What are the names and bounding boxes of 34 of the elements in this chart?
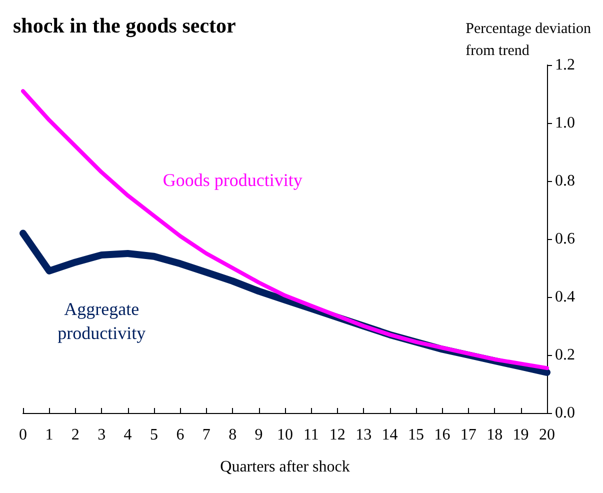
y-axis-title: Percentage deviation from trend bbox=[466, 21, 592, 59]
x-tick-label: 13 bbox=[356, 426, 372, 444]
x-tick-label: 14 bbox=[382, 426, 398, 444]
series-label: Aggregate productivity bbox=[58, 298, 146, 343]
x-tick-label: 18 bbox=[486, 426, 503, 444]
x-tick-label: 16 bbox=[434, 426, 450, 444]
y-tick-label: 0.8 bbox=[555, 172, 575, 190]
x-tick-label: 12 bbox=[329, 426, 346, 444]
x-tick-label: 1 bbox=[45, 426, 54, 444]
x-tick-label: 5 bbox=[150, 426, 158, 444]
x-tick-label: 8 bbox=[228, 426, 237, 444]
x-tick-label: 10 bbox=[277, 426, 293, 444]
x-tick-label: 2 bbox=[71, 426, 80, 444]
series-label: Goods productivity bbox=[162, 170, 302, 190]
x-tick-label: 9 bbox=[254, 426, 263, 444]
y-tick-label: 0.0 bbox=[555, 404, 575, 422]
x-tick-label: 4 bbox=[124, 426, 132, 444]
x-tick-label: 19 bbox=[512, 426, 529, 444]
x-tick-label: 6 bbox=[176, 426, 184, 444]
y-tick-label: 1.0 bbox=[555, 114, 575, 132]
chart-title: shock in the goods sector bbox=[13, 14, 236, 38]
x-tick-label: 0 bbox=[19, 426, 27, 444]
x-tick-label: 15 bbox=[408, 426, 424, 444]
x-tick-label: 20 bbox=[539, 426, 555, 444]
x-tick-label: 11 bbox=[303, 426, 319, 444]
x-tick-label: 3 bbox=[98, 426, 106, 444]
x-axis-title: Quarters after shock bbox=[220, 458, 350, 476]
y-tick-label: 0.4 bbox=[555, 288, 575, 306]
y-tick-label: 0.6 bbox=[555, 230, 575, 248]
x-tick-label: 17 bbox=[460, 426, 476, 444]
y-tick-label: 0.2 bbox=[555, 346, 575, 364]
x-tick-label: 7 bbox=[202, 426, 210, 444]
y-tick-label: 1.2 bbox=[555, 56, 575, 74]
line-series bbox=[21, 89, 549, 370]
